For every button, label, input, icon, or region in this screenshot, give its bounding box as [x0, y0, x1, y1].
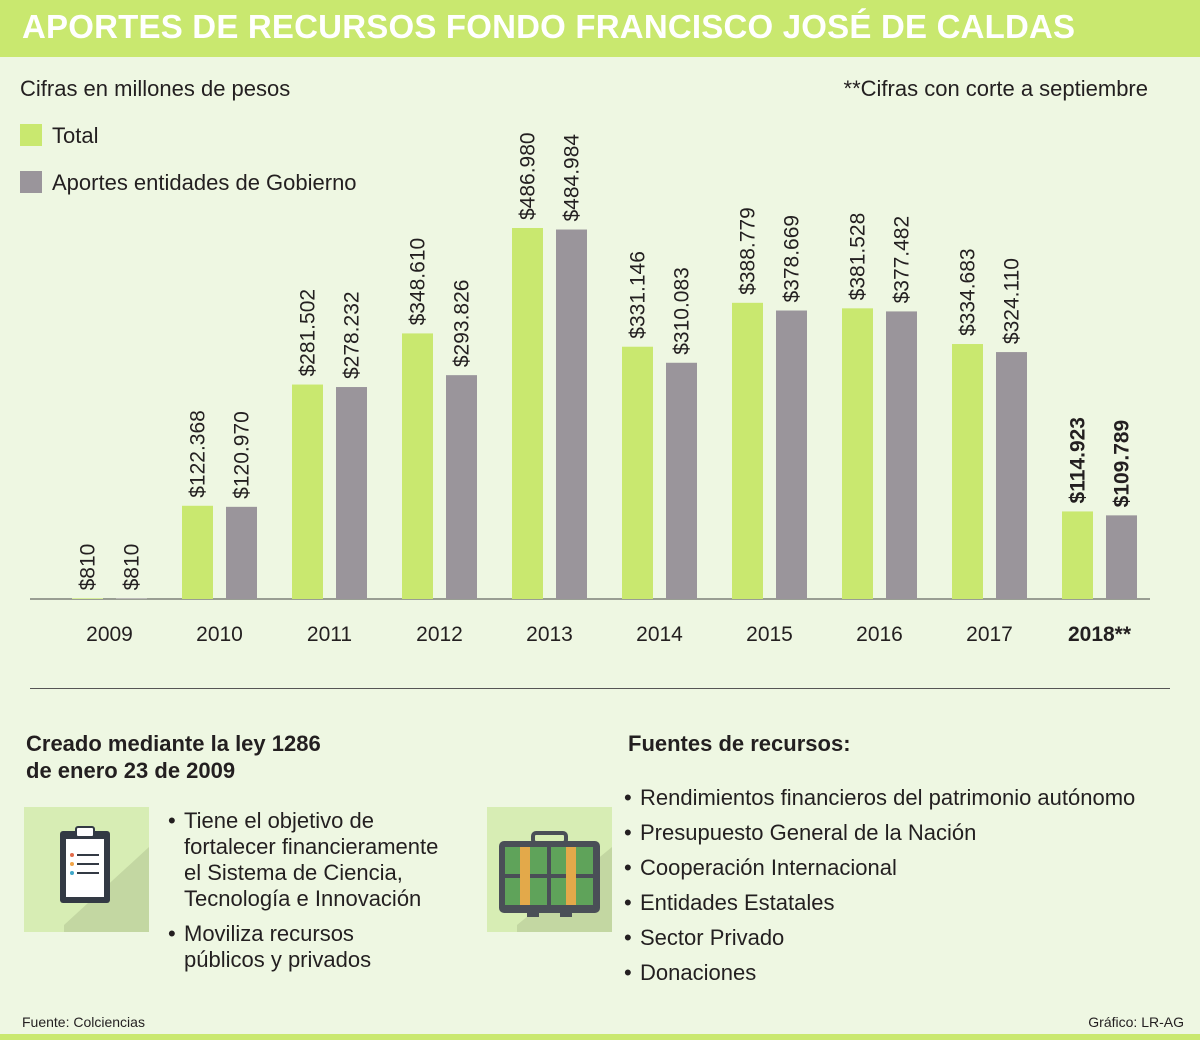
sources-title: Fuentes de recursos: [628, 731, 851, 756]
data-label: $109.789 [1111, 420, 1134, 508]
data-label: $378.669 [781, 215, 804, 303]
bar-gobierno [556, 229, 587, 599]
x-tick-label: 2017 [966, 623, 1013, 646]
law-bullet-objective: Tiene el objetivo de fortalecer financie… [168, 808, 438, 912]
source-item: Donaciones [624, 960, 1135, 986]
law-title: Creado mediante la ley 1286 de enero 23 … [26, 730, 321, 784]
credit-footer: Gráfico: LR-AG [1088, 1014, 1184, 1030]
bar-gobierno [776, 310, 807, 599]
law-bullet-resources: Moviliza recursos públicos y privados [168, 921, 438, 973]
bar-gobierno [886, 311, 917, 599]
bottom-bar [0, 1034, 1200, 1040]
bar-total [402, 333, 433, 599]
legend-total: Total [20, 123, 98, 149]
bar-total [732, 302, 763, 599]
law-title-line2: de enero 23 de 2009 [26, 758, 236, 783]
legend-label-gobierno: Aportes entidades de Gobierno [52, 170, 357, 195]
bar-gobierno [996, 352, 1027, 599]
data-label: $293.826 [451, 280, 474, 368]
sources-bullets: Rendimientos financieros del patrimonio … [624, 785, 1135, 995]
x-tick-label: 2012 [416, 623, 463, 646]
law-bullet-1-line2: fortalecer financieramente [184, 834, 439, 859]
bar-gobierno [446, 375, 477, 599]
units-subtitle: Cifras en millones de pesos [20, 76, 291, 101]
x-tick-label: 2018** [1068, 623, 1132, 646]
law-bullet-2-line1: Moviliza recursos [184, 921, 354, 946]
data-label: $281.502 [297, 289, 320, 377]
bar-total [622, 346, 653, 599]
data-label: $310.083 [671, 267, 694, 355]
source-item: Entidades Estatales [624, 890, 1135, 916]
clipboard-icon [24, 807, 149, 932]
data-label: $334.683 [957, 248, 980, 336]
data-label: $348.610 [407, 238, 430, 326]
x-tick-label: 2011 [307, 623, 352, 646]
money-briefcase-icon [487, 807, 612, 932]
bar-total [292, 384, 323, 599]
source-item: Cooperación Internacional [624, 855, 1135, 881]
bar-gobierno [1106, 515, 1137, 599]
bar-total [1062, 511, 1093, 599]
source-item: Sector Privado [624, 925, 1135, 951]
section-divider [30, 688, 1170, 689]
data-label: $324.110 [1001, 258, 1024, 344]
legend-label-total: Total [52, 123, 99, 148]
data-label: $114.923 [1067, 417, 1090, 503]
page-title: APORTES DE RECURSOS FONDO FRANCISCO JOSÉ… [22, 8, 1076, 45]
bar-chart: $810 $810 2009 $122.368 $120.970 2010 $281.502… [30, 132, 1150, 646]
legend-swatch-total [20, 124, 42, 146]
source-item: Rendimientos financieros del patrimonio … [624, 785, 1135, 811]
x-tick-label: 2010 [196, 623, 243, 646]
bar-total [512, 228, 543, 599]
bar-total [952, 344, 983, 599]
data-label: $120.970 [231, 411, 254, 499]
law-bullet-1-line3: el Sistema de Ciencia, [184, 860, 403, 885]
bar-gobierno [666, 362, 697, 599]
bar-gobierno [336, 387, 367, 599]
bar-total [842, 308, 873, 599]
x-tick-label: 2013 [526, 623, 573, 646]
data-label: $278.232 [341, 291, 364, 379]
data-label: $331.146 [627, 251, 650, 339]
law-bullet-1-line4: Tecnología e Innovación [184, 886, 422, 911]
bar-total [182, 505, 213, 599]
law-bullets: Tiene el objetivo de fortalecer financie… [168, 808, 438, 982]
data-label: $122.368 [187, 410, 210, 498]
bar-gobierno [116, 598, 147, 599]
x-tick-label: 2016 [856, 623, 903, 646]
law-bullet-1-line1: Tiene el objetivo de [184, 808, 374, 833]
data-label: $388.779 [737, 207, 760, 295]
source-item: Presupuesto General de la Nación [624, 820, 1135, 846]
x-tick-label: 2014 [636, 623, 683, 646]
data-label: $377.482 [891, 216, 914, 304]
data-label: $810 [121, 544, 144, 591]
data-label: $810 [77, 544, 100, 591]
header-banner: APORTES DE RECURSOS FONDO FRANCISCO JOSÉ… [0, 0, 1200, 57]
source-footer: Fuente: Colciencias [22, 1014, 145, 1030]
data-label: $486.980 [517, 132, 540, 220]
x-tick-label: 2009 [86, 623, 133, 646]
x-tick-label: 2015 [746, 623, 793, 646]
data-label: $381.528 [847, 213, 870, 301]
cutoff-note: **Cifras con corte a septiembre [843, 76, 1148, 101]
legend-swatch-gobierno [20, 171, 42, 193]
legend-gobierno: Aportes entidades de Gobierno [20, 170, 357, 196]
law-bullet-2-line2: públicos y privados [184, 947, 372, 972]
law-title-line1: Creado mediante la ley 1286 [26, 731, 321, 756]
bar-gobierno [226, 506, 257, 599]
data-label: $484.984 [561, 134, 584, 222]
bar-total [72, 598, 103, 599]
